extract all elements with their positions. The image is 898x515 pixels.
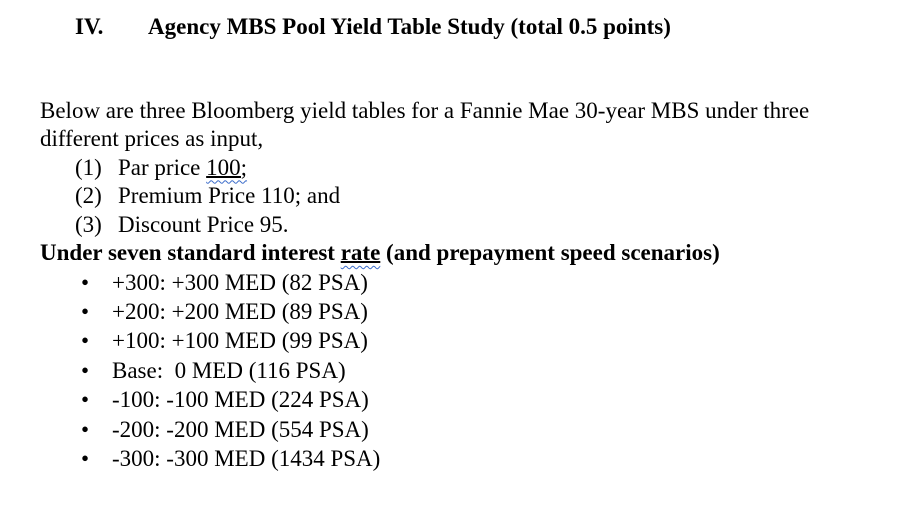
scenario-heading-post: (and prepayment speed scenarios)	[380, 240, 720, 265]
document-page: IV. Agency MBS Pool Yield Table Study (to…	[0, 13, 898, 515]
bullet-icon: •	[81, 445, 90, 471]
intro-line: Below are three Bloomberg yield tables f…	[40, 97, 810, 123]
bullet-icon: •	[81, 269, 90, 295]
item-marker: (1)	[75, 154, 102, 180]
bullet-icon: •	[81, 387, 90, 413]
intro-paragraph: Below are three Bloomberg yield tables f…	[40, 97, 898, 154]
price-list-item: (1) Par price 100;	[75, 154, 898, 183]
underlined-word: rate	[341, 240, 381, 265]
grammar-flagged-text: 100;	[206, 154, 248, 180]
underlined-value: 100;	[206, 155, 247, 180]
scenario-text: +200: +200 MED (89 PSA)	[112, 298, 368, 324]
item-marker: (2)	[75, 183, 102, 208]
bullet-icon: •	[81, 328, 90, 354]
intro-line: different prices as input,	[40, 126, 264, 151]
scenario-text: +100: +100 MED (99 PSA)	[112, 328, 368, 354]
scenario-bullet-item: • +100: +100 MED (99 PSA)	[81, 326, 898, 355]
scenario-bullet-item: • Base: 0 MED (116 PSA)	[81, 356, 898, 385]
section-number: IV.	[75, 14, 104, 39]
price-list-item: (2) Premium Price 110; and	[75, 182, 898, 211]
price-list: (1) Par price 100; (2) Premium Price 110; …	[75, 154, 898, 240]
section-heading: IV. Agency MBS Pool Yield Table Study (to…	[75, 13, 898, 42]
scenario-heading-pre: Under seven standard interest	[40, 240, 341, 265]
grammar-flagged-word: rate	[340, 240, 381, 265]
scenario-text: -200: -200 MED (554 PSA)	[112, 416, 369, 442]
bullet-icon: •	[81, 298, 90, 324]
scenario-text: +300: +300 MED (82 PSA)	[112, 269, 368, 295]
scenario-list: • +300: +300 MED (82 PSA) • +200: +200 MED…	[81, 268, 898, 474]
scenario-bullet-item: • +200: +200 MED (89 PSA)	[81, 297, 898, 326]
scenario-bullet-item: • -200: -200 MED (554 PSA)	[81, 415, 898, 444]
scenario-text: Base: 0 MED (116 PSA)	[112, 357, 346, 383]
item-text: Discount Price 95.	[118, 211, 289, 237]
scenario-bullet-item: • -300: -300 MED (1434 PSA)	[81, 444, 898, 473]
scenario-text: -300: -300 MED (1434 PSA)	[112, 445, 381, 471]
bullet-icon: •	[81, 416, 90, 442]
price-list-item: (3) Discount Price 95.	[75, 211, 898, 240]
item-text: Premium Price 110; and	[118, 183, 341, 208]
scenario-bullet-item: • -100: -100 MED (224 PSA)	[81, 385, 898, 414]
section-title: Agency MBS Pool Yield Table Study (total…	[148, 14, 671, 39]
item-text: Par price	[118, 154, 207, 180]
scenario-text: -100: -100 MED (224 PSA)	[112, 387, 369, 413]
bullet-icon: •	[81, 357, 90, 383]
item-marker: (3)	[75, 211, 102, 237]
scenario-bullet-item: • +300: +300 MED (82 PSA)	[81, 268, 898, 297]
scenario-heading: Under seven standard interest rate (and …	[40, 239, 898, 268]
